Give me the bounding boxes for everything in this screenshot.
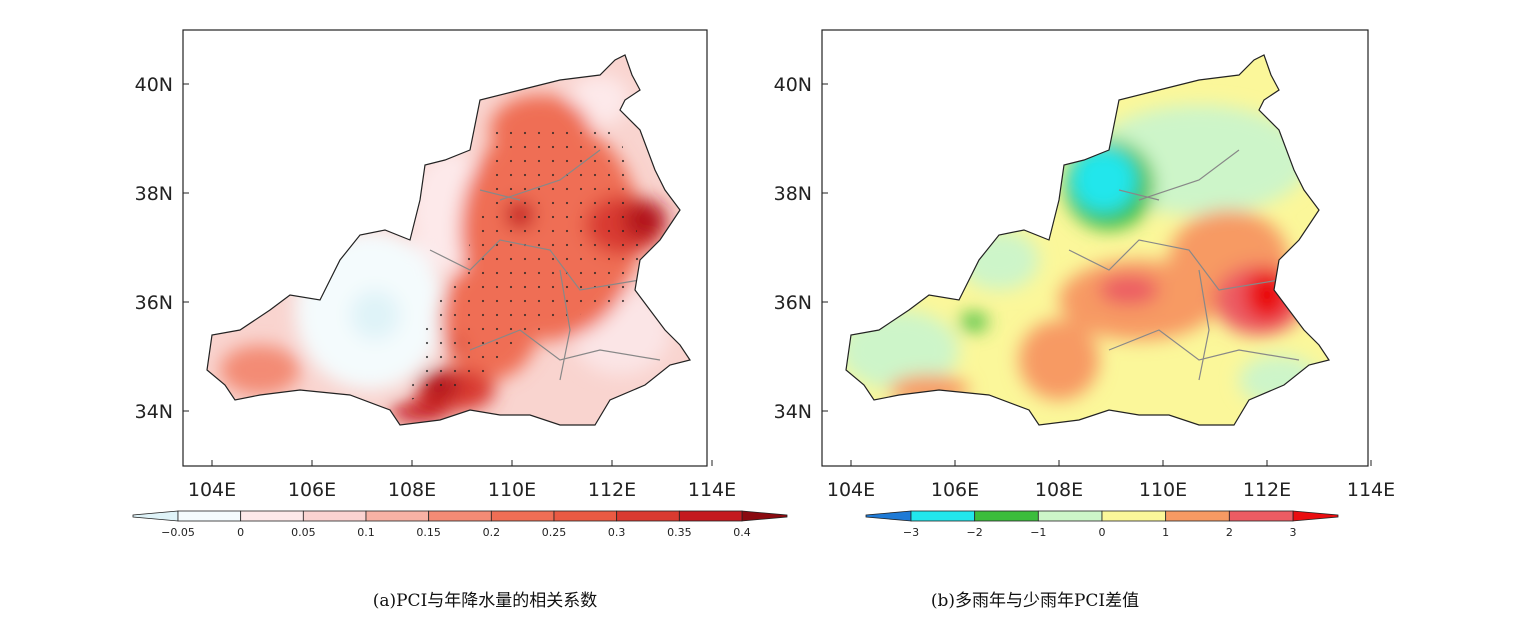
lat-tick-label: 34N bbox=[774, 401, 812, 423]
colorbar-left-arrow bbox=[865, 510, 912, 522]
colorbar-swatch bbox=[302, 510, 367, 522]
colorbar-label: −1 bbox=[1030, 526, 1046, 539]
colorbar-label: 0.3 bbox=[608, 526, 626, 539]
colorbar-swatch bbox=[678, 510, 743, 522]
colorbar-label: 0.05 bbox=[291, 526, 316, 539]
colorbar-label: 0.4 bbox=[733, 526, 751, 539]
lon-tick-label: 110E bbox=[488, 479, 536, 501]
colorbar-label: 0.2 bbox=[483, 526, 501, 539]
lon-tick-label: 114E bbox=[1347, 479, 1395, 501]
lon-tick-label: 112E bbox=[1243, 479, 1291, 501]
colorbar-b: −3 −2 −1 0 1 2 3 bbox=[865, 510, 1339, 539]
panel-b-map bbox=[821, 29, 1369, 467]
caption-b: (b)多雨年与少雨年PCI差值 bbox=[931, 591, 1139, 611]
colorbar-swatch bbox=[553, 510, 618, 522]
colorbar-swatch bbox=[490, 510, 555, 522]
colorbar-swatch bbox=[177, 510, 242, 522]
lat-tick-label: 36N bbox=[135, 292, 173, 314]
lon-tick-label: 114E bbox=[688, 479, 736, 501]
colorbar-swatch bbox=[365, 510, 430, 522]
colorbar-label: 0 bbox=[237, 526, 244, 539]
colorbar-label: 0.35 bbox=[667, 526, 692, 539]
colorbar-label: 0 bbox=[1099, 526, 1106, 539]
lon-tick-label: 108E bbox=[1035, 479, 1083, 501]
colorbar-swatch bbox=[1228, 510, 1294, 522]
colorbar-label: −0.05 bbox=[161, 526, 195, 539]
colorbar-label: 0.15 bbox=[416, 526, 441, 539]
lat-tick-label: 36N bbox=[774, 292, 812, 314]
lon-tick-label: 104E bbox=[188, 479, 236, 501]
colorbar-label: 0.25 bbox=[542, 526, 567, 539]
colorbar-swatch bbox=[240, 510, 304, 522]
colorbar-label: 2 bbox=[1226, 526, 1233, 539]
colorbar-swatch bbox=[974, 510, 1039, 522]
colorbar-label: 3 bbox=[1290, 526, 1297, 539]
colorbar-swatch bbox=[910, 510, 976, 522]
colorbar-label: −3 bbox=[903, 526, 919, 539]
lon-tick-label: 106E bbox=[288, 479, 336, 501]
panel-a-map bbox=[182, 29, 708, 467]
colorbar-swatch bbox=[1101, 510, 1167, 522]
colorbar-swatch bbox=[428, 510, 492, 522]
colorbar-label: −2 bbox=[967, 526, 983, 539]
colorbar-label: 1 bbox=[1162, 526, 1169, 539]
colorbar-swatch bbox=[616, 510, 680, 522]
lon-tick-label: 110E bbox=[1139, 479, 1187, 501]
lon-tick-label: 112E bbox=[588, 479, 636, 501]
lat-tick-label: 40N bbox=[135, 74, 173, 96]
colorbar-left-arrow bbox=[132, 510, 179, 522]
lon-tick-label: 106E bbox=[931, 479, 979, 501]
colorbar-label: 0.1 bbox=[357, 526, 375, 539]
lon-tick-label: 108E bbox=[388, 479, 436, 501]
colorbar-swatch bbox=[1165, 510, 1230, 522]
lat-tick-label: 38N bbox=[135, 183, 173, 205]
colorbar-a: −0.05 0 0.05 0.1 0.15 0.2 0.25 0.3 0.35 0.4 bbox=[132, 510, 788, 539]
lon-tick-label: 104E bbox=[827, 479, 875, 501]
lat-tick-label: 40N bbox=[774, 74, 812, 96]
colorbar-right-arrow bbox=[1292, 510, 1339, 522]
caption-a: (a)PCI与年降水量的相关系数 bbox=[373, 591, 598, 611]
colorbar-swatch bbox=[1037, 510, 1103, 522]
lat-tick-label: 34N bbox=[135, 401, 173, 423]
lat-tick-label: 38N bbox=[774, 183, 812, 205]
colorbar-right-arrow bbox=[741, 510, 788, 522]
